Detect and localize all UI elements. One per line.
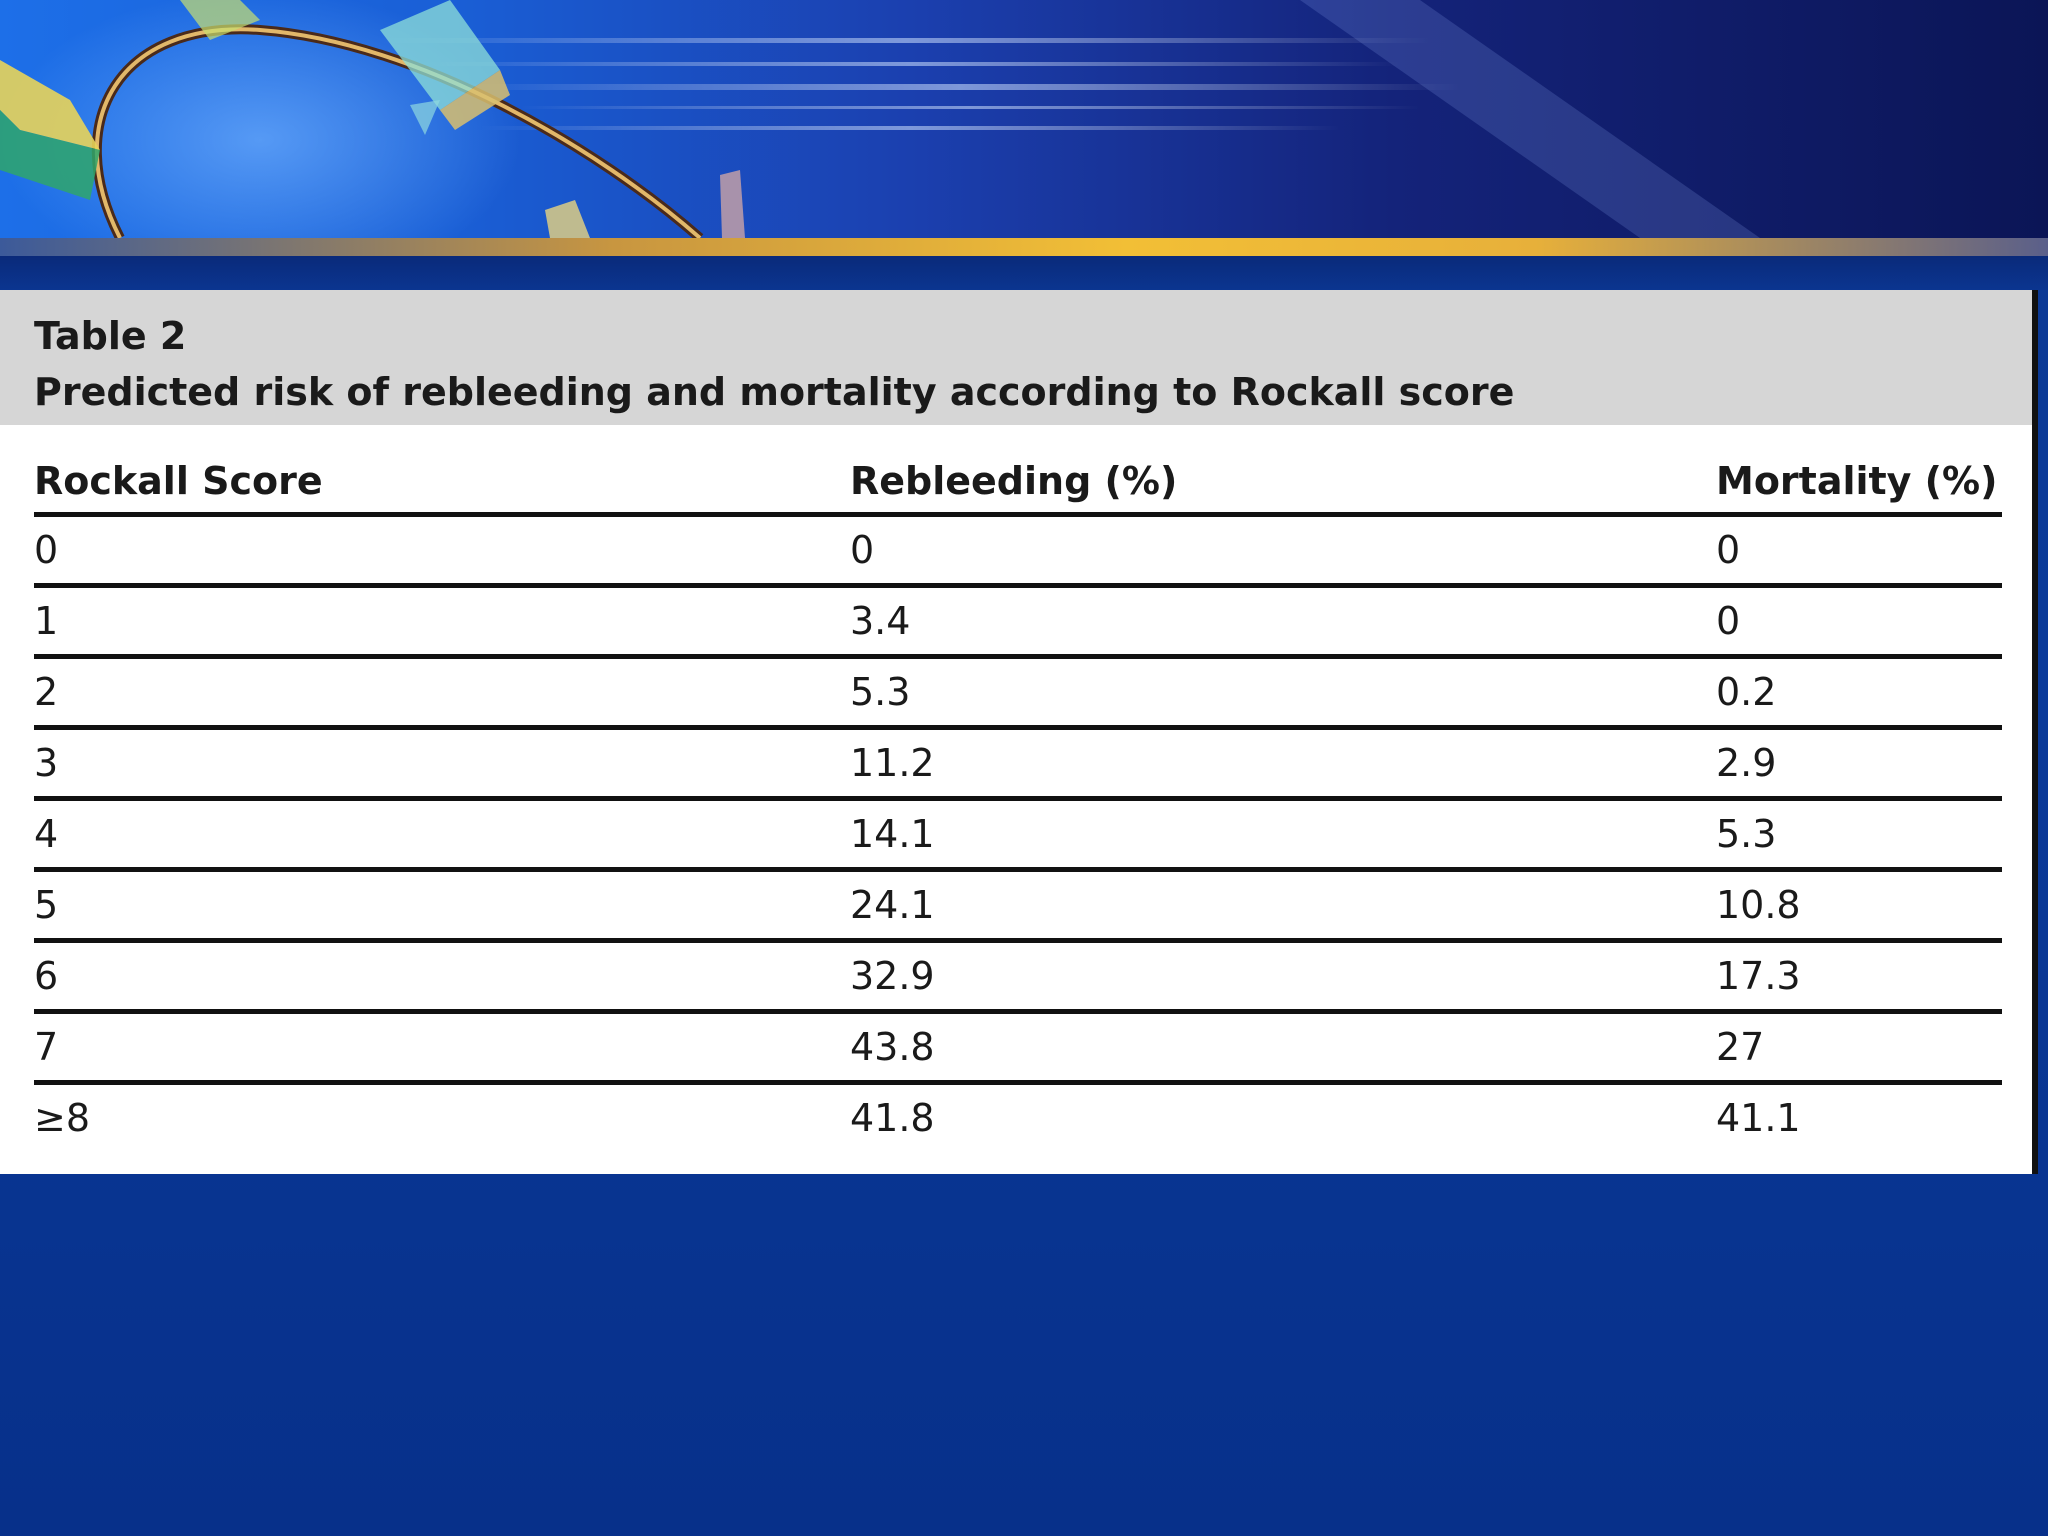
table-row: 0 0 0 xyxy=(34,514,2002,588)
table-label: Table 2 xyxy=(34,314,187,358)
cell-mortality: 41.1 xyxy=(1716,1096,1801,1140)
table-row: 7 43.8 27 xyxy=(34,1011,2002,1085)
cell-score: 1 xyxy=(34,585,850,659)
table-header-row: Rockall Score Rebleeding (%) Mortality (… xyxy=(34,450,2002,517)
header-band xyxy=(0,256,2048,290)
cell-mortality: 27 xyxy=(1716,1011,2002,1085)
cell-rebleeding: 3.4 xyxy=(850,585,1716,659)
cell-score: 7 xyxy=(34,1011,850,1085)
column-header-mortality: Mortality (%) xyxy=(1716,450,2002,517)
cell-score: 6 xyxy=(34,940,850,1014)
table-row: 6 32.9 17.3 xyxy=(34,940,2002,1014)
cell-score: 3 xyxy=(34,727,850,801)
column-header-score: Rockall Score xyxy=(34,450,850,517)
table-row: 4 14.1 5.3 xyxy=(34,798,2002,872)
table-row: 2 5.3 0.2 xyxy=(34,656,2002,730)
column-header-rebleeding: Rebleeding (%) xyxy=(850,450,1716,517)
cell-rebleeding: 43.8 xyxy=(850,1011,1716,1085)
cell-mortality: 0 xyxy=(1716,514,2002,588)
table-card: Table 2 Predicted risk of rebleeding and… xyxy=(0,290,2038,1174)
table-title: Predicted risk of rebleeding and mortali… xyxy=(34,370,1515,414)
cell-mortality: 0.2 xyxy=(1716,656,2002,730)
decorative-graphic xyxy=(0,0,1760,238)
cell-score: 5 xyxy=(34,869,850,943)
slide-header-banner xyxy=(0,0,2048,238)
cell-mortality: 2.9 xyxy=(1716,727,2002,801)
cell-rebleeding: 24.1 xyxy=(850,869,1716,943)
cell-score: ≥8 xyxy=(34,1096,91,1140)
cell-mortality: 17.3 xyxy=(1716,940,2002,1014)
rockall-risk-table: Rockall Score Rebleeding (%) Mortality (… xyxy=(34,450,2002,1151)
cell-rebleeding: 11.2 xyxy=(850,727,1716,801)
table-caption: Table 2 Predicted risk of rebleeding and… xyxy=(0,290,2032,425)
cell-rebleeding: 5.3 xyxy=(850,656,1716,730)
gold-accent-bar xyxy=(0,238,2048,256)
cell-score: 0 xyxy=(34,514,850,588)
cell-mortality: 5.3 xyxy=(1716,798,2002,872)
cell-score: 2 xyxy=(34,656,850,730)
table-row: 3 11.2 2.9 xyxy=(34,727,2002,801)
cell-mortality: 0 xyxy=(1716,585,2002,659)
cell-rebleeding: 0 xyxy=(850,514,1716,588)
cell-score: 4 xyxy=(34,798,850,872)
table-row: ≥8 41.8 41.1 xyxy=(34,1083,2002,1152)
cell-rebleeding: 32.9 xyxy=(850,940,1716,1014)
table-row: 1 3.4 0 xyxy=(34,585,2002,659)
cell-mortality: 10.8 xyxy=(1716,869,2002,943)
table-row: 5 24.1 10.8 xyxy=(34,869,2002,943)
cell-rebleeding: 14.1 xyxy=(850,798,1716,872)
cell-rebleeding: 41.8 xyxy=(850,1096,935,1140)
